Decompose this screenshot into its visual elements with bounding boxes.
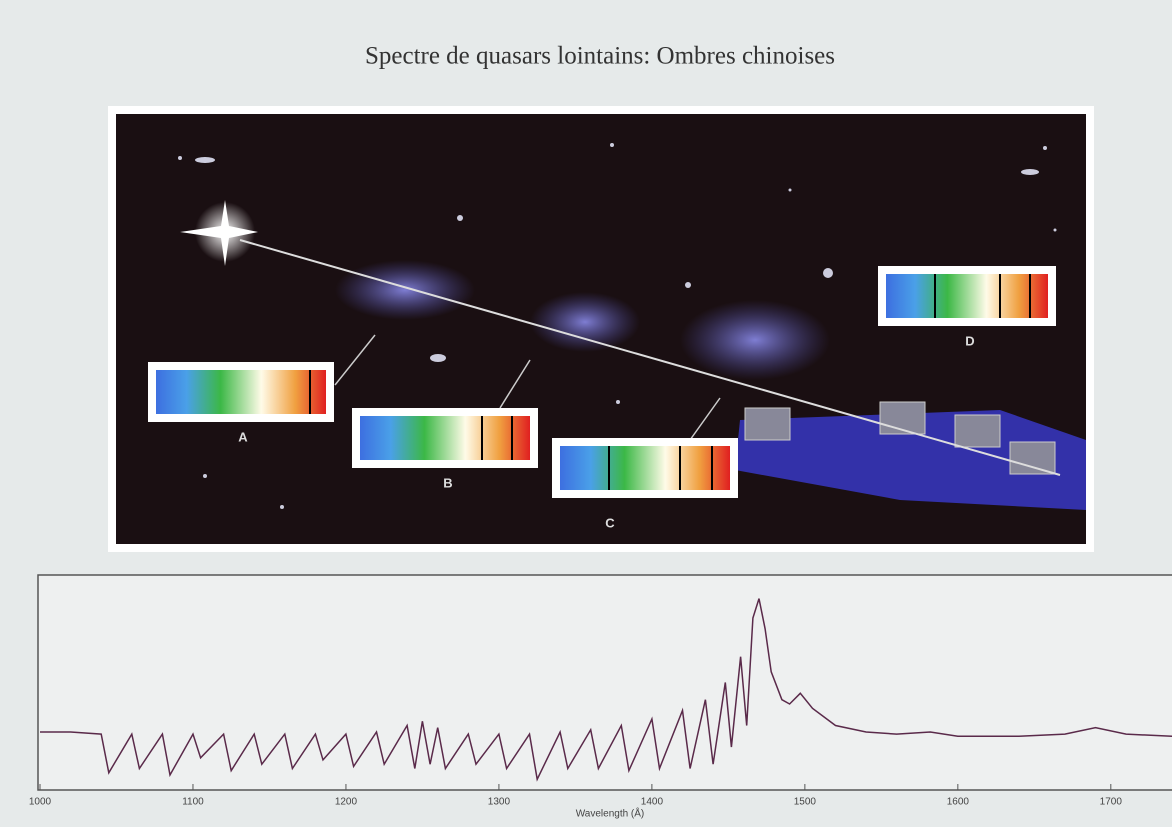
gas-cloud (530, 292, 640, 352)
box-label: A (238, 429, 248, 444)
spectrum-box (552, 438, 738, 498)
spectrum-box (148, 362, 334, 422)
spectrum-box (352, 408, 538, 468)
slide-title: Spectre de quasars lointains: Ombres chi… (365, 43, 835, 70)
illustration: A B C D (108, 106, 1094, 552)
x-tick-label: 1400 (641, 797, 664, 808)
box-label: B (443, 475, 452, 490)
box-label: C (605, 515, 615, 530)
slide: Spectre de quasars lointains: Ombres chi… (0, 0, 1172, 822)
box-label: D (965, 333, 974, 348)
x-tick-label: 1500 (794, 797, 817, 808)
gas-cloud (335, 260, 475, 320)
x-tick-label: 1300 (488, 797, 511, 808)
x-axis-label: Wavelength (Å) (576, 807, 645, 820)
x-tick-label: 1100 (182, 797, 204, 808)
x-tick-label: 1200 (335, 797, 358, 808)
gas-cloud (680, 300, 830, 380)
x-tick-label: 1600 (947, 797, 970, 808)
spectrum-box (878, 266, 1056, 326)
x-tick-label: 1700 (1100, 797, 1123, 808)
plot-area (38, 575, 1172, 790)
x-tick-label: 1000 (29, 797, 52, 808)
